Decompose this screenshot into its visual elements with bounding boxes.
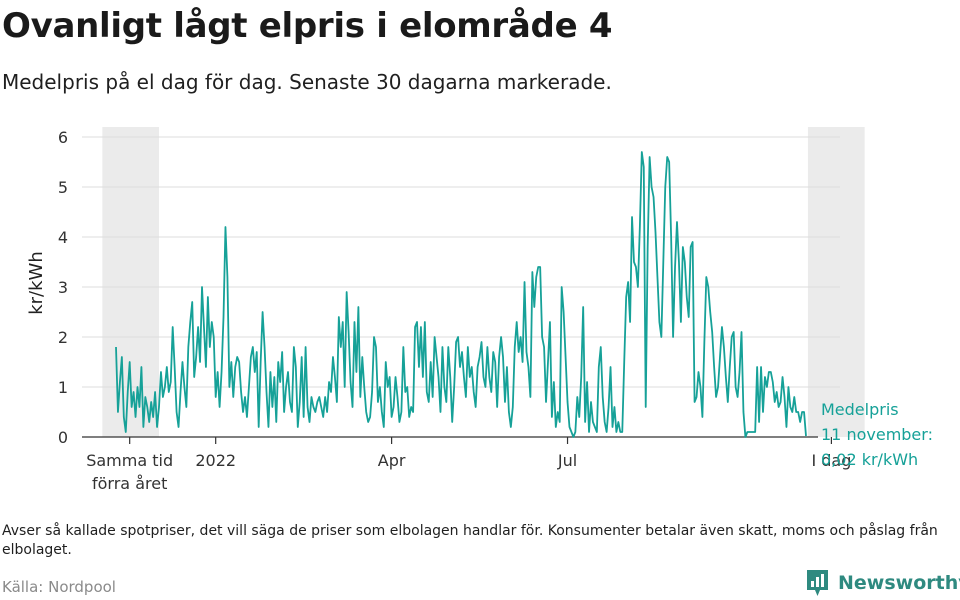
x-axis-ticks: Samma tid förra året 2022 Apr Jul I dag [86, 437, 851, 493]
newsworthy-logo-icon [807, 570, 828, 596]
highlight-bands [102, 127, 865, 437]
x-tick-label: Jul [557, 451, 577, 470]
y-tick-label: 2 [58, 328, 68, 347]
x-tick-label: 2022 [195, 451, 236, 470]
price-annotation: Medelpris 11 november: 0,02 kr/kWh [821, 400, 933, 469]
x-tick-label-line2: förra året [92, 474, 167, 493]
brand-logo[interactable]: Newsworthy [805, 568, 960, 598]
source-note: Källa: Nordpool [2, 578, 116, 596]
footnote: Avser så kallade spotpriser, det vill sä… [2, 523, 938, 558]
gridlines [82, 136, 840, 388]
series-group [115, 151, 807, 438]
x-tick-label: Apr [378, 451, 406, 470]
annotation-line-3: 0,02 kr/kWh [821, 450, 918, 469]
y-tick-label: 5 [58, 178, 68, 197]
chart-subtitle: Medelpris på el dag för dag. Senaste 30 … [2, 70, 612, 94]
y-tick-label: 4 [58, 228, 68, 247]
y-tick-label: 6 [58, 128, 68, 147]
x-tick-label: Samma tid [86, 451, 173, 470]
y-axis-label: kr/kWh [26, 251, 47, 315]
brand-name: Newsworthy [838, 572, 960, 594]
series-line [115, 151, 807, 438]
line-chart: 0 1 2 3 4 5 6 Samma tid förra året 2022 Apr Jul I d… [26, 127, 933, 493]
chart-title: Ovanligt lågt elpris i elområde 4 [2, 6, 613, 46]
annotation-line-2: 11 november: [821, 425, 933, 444]
y-tick-label: 3 [58, 278, 68, 297]
y-tick-label: 1 [58, 378, 68, 397]
x-tick-label: I dag [811, 451, 851, 470]
y-axis-ticks: 0 1 2 3 4 5 6 [58, 128, 68, 447]
highlight-band-2 [807, 127, 865, 437]
annotation-line-1: Medelpris [821, 400, 899, 419]
y-tick-label: 0 [58, 428, 68, 447]
